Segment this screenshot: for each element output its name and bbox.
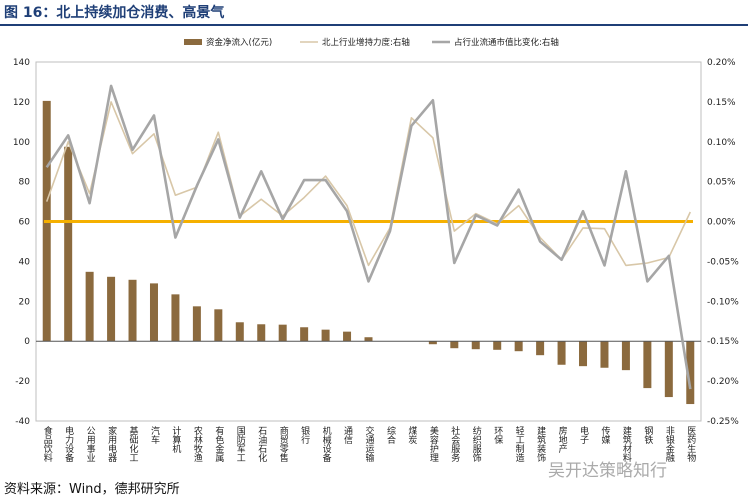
x-tick-label: 建筑材料 <box>621 425 632 463</box>
x-tick-label: 钢铁 <box>642 425 653 445</box>
source-note: 资料来源：Wind，德邦研究所 <box>4 482 180 497</box>
x-tick-label: 建筑装饰 <box>535 425 546 463</box>
x-tick-label: 机械设备 <box>321 425 332 462</box>
right-tick-label: 0.20% <box>707 58 736 68</box>
chart-title: 图 16：北上持续加仓消费、高景气 <box>4 5 225 21</box>
x-tick-label: 环保 <box>492 426 503 445</box>
x-tick-label: 有色金属 <box>213 425 224 463</box>
x-tick-label: 食品饮料 <box>42 425 53 463</box>
right-tick-label: -0.05% <box>707 257 739 267</box>
x-tick-label: 电子 <box>578 425 589 444</box>
x-tick-label: 美容护理 <box>428 425 439 462</box>
bar <box>686 341 695 405</box>
bar <box>643 341 652 389</box>
x-axis-labels: 食品饮料 电力设备 公用事业 家用电器 基础化工 汽车 计算机 农林牧渔 有色金属 国防军工 石油石… <box>42 425 696 463</box>
bar <box>149 283 158 342</box>
bar <box>536 341 545 356</box>
right-tick-label: -0.25% <box>707 417 739 427</box>
left-tick-label: 20 <box>19 297 31 307</box>
bar <box>557 341 566 365</box>
x-tick-label: 石油石化 <box>256 426 267 463</box>
bar <box>579 341 588 367</box>
bar <box>343 331 352 342</box>
x-tick-label: 公用事业 <box>85 426 96 462</box>
right-tick-label: 0.00% <box>707 218 736 228</box>
bar <box>278 324 287 342</box>
x-tick-label: 家用电器 <box>106 425 117 462</box>
bar <box>471 341 480 350</box>
x-tick-label: 煤炭 <box>406 425 417 445</box>
x-tick-label: 电力设备 <box>63 425 74 462</box>
bar <box>214 309 223 342</box>
bar <box>85 271 94 342</box>
bar <box>664 341 673 398</box>
line-share-change <box>45 84 692 390</box>
bar <box>300 327 309 342</box>
plot-area-frame <box>35 61 702 422</box>
x-tick-label: 计算机 <box>170 425 181 454</box>
x-tick-label: 非银金融 <box>664 425 675 463</box>
x-tick-label: 农林牧渔 <box>192 425 203 462</box>
right-axis: 0.20% 0.15% 0.10% 0.05% 0.00% -0.05% -0.10% -0.… <box>707 58 739 427</box>
x-tick-label: 传媒 <box>599 425 610 445</box>
x-tick-label: 银行 <box>299 425 310 445</box>
right-tick-label: -0.10% <box>707 297 739 307</box>
x-tick-label: 交通运输 <box>364 425 375 463</box>
left-tick-label: 140 <box>13 58 30 68</box>
left-tick-label: 80 <box>19 178 31 188</box>
chart: 资金净流入(亿元) 北上行业增持力度:右轴 占行业流通市值比变化:右轴 140 120… <box>13 37 739 463</box>
bar <box>321 329 330 342</box>
left-axis: 140 120 100 80 60 40 20 0 -20 -40 <box>13 58 30 427</box>
left-tick-label: -20 <box>15 377 30 387</box>
x-tick-label: 基础化工 <box>128 425 139 462</box>
left-tick-label: -40 <box>15 417 30 427</box>
legend-swatch <box>184 39 202 45</box>
left-tick-label: 0 <box>24 337 30 347</box>
x-tick-label: 房地产 <box>557 425 568 454</box>
legend-label: 占行业流通市值比变化:右轴 <box>454 37 559 48</box>
bar <box>364 337 373 342</box>
bar <box>600 341 609 368</box>
bar <box>514 341 523 352</box>
left-tick-label: 100 <box>13 138 30 148</box>
bar <box>621 341 630 371</box>
legend-label: 资金净流入(亿元) <box>206 37 272 48</box>
bar <box>107 276 116 342</box>
bar <box>428 341 437 345</box>
bar <box>257 324 266 342</box>
title-divider <box>0 24 748 26</box>
bar <box>64 146 73 342</box>
bar <box>192 306 201 342</box>
right-tick-label: -0.15% <box>707 337 739 347</box>
x-tick-label: 商贸零售 <box>278 425 289 463</box>
x-tick-label: 汽车 <box>149 425 160 445</box>
bar <box>235 322 244 342</box>
right-tick-label: 0.15% <box>707 98 736 108</box>
left-tick-label: 40 <box>19 257 31 267</box>
legend: 资金净流入(亿元) 北上行业增持力度:右轴 占行业流通市值比变化:右轴 <box>184 37 559 48</box>
bar <box>171 294 180 342</box>
x-tick-label: 纺织服饰 <box>471 425 482 463</box>
x-tick-label: 国防军工 <box>235 426 246 462</box>
x-tick-label: 医药生物 <box>685 426 696 463</box>
bar <box>493 341 502 350</box>
right-tick-label: 0.05% <box>707 178 736 188</box>
bar <box>128 279 137 342</box>
x-tick-label: 社会服务 <box>449 425 460 463</box>
line-northbound-add <box>45 101 692 267</box>
bar <box>450 341 459 349</box>
x-tick-label: 综合 <box>385 425 396 445</box>
left-tick-label: 120 <box>13 98 30 108</box>
x-tick-label: 轻工制造 <box>514 425 525 463</box>
left-tick-label: 60 <box>19 218 31 228</box>
line-series <box>45 84 692 390</box>
right-tick-label: 0.10% <box>707 138 736 148</box>
legend-label: 北上行业增持力度:右轴 <box>322 37 410 48</box>
x-tick-label: 通信 <box>342 426 353 445</box>
right-tick-label: -0.20% <box>707 377 739 387</box>
watermark: 吴开达策略知行 <box>548 461 667 481</box>
